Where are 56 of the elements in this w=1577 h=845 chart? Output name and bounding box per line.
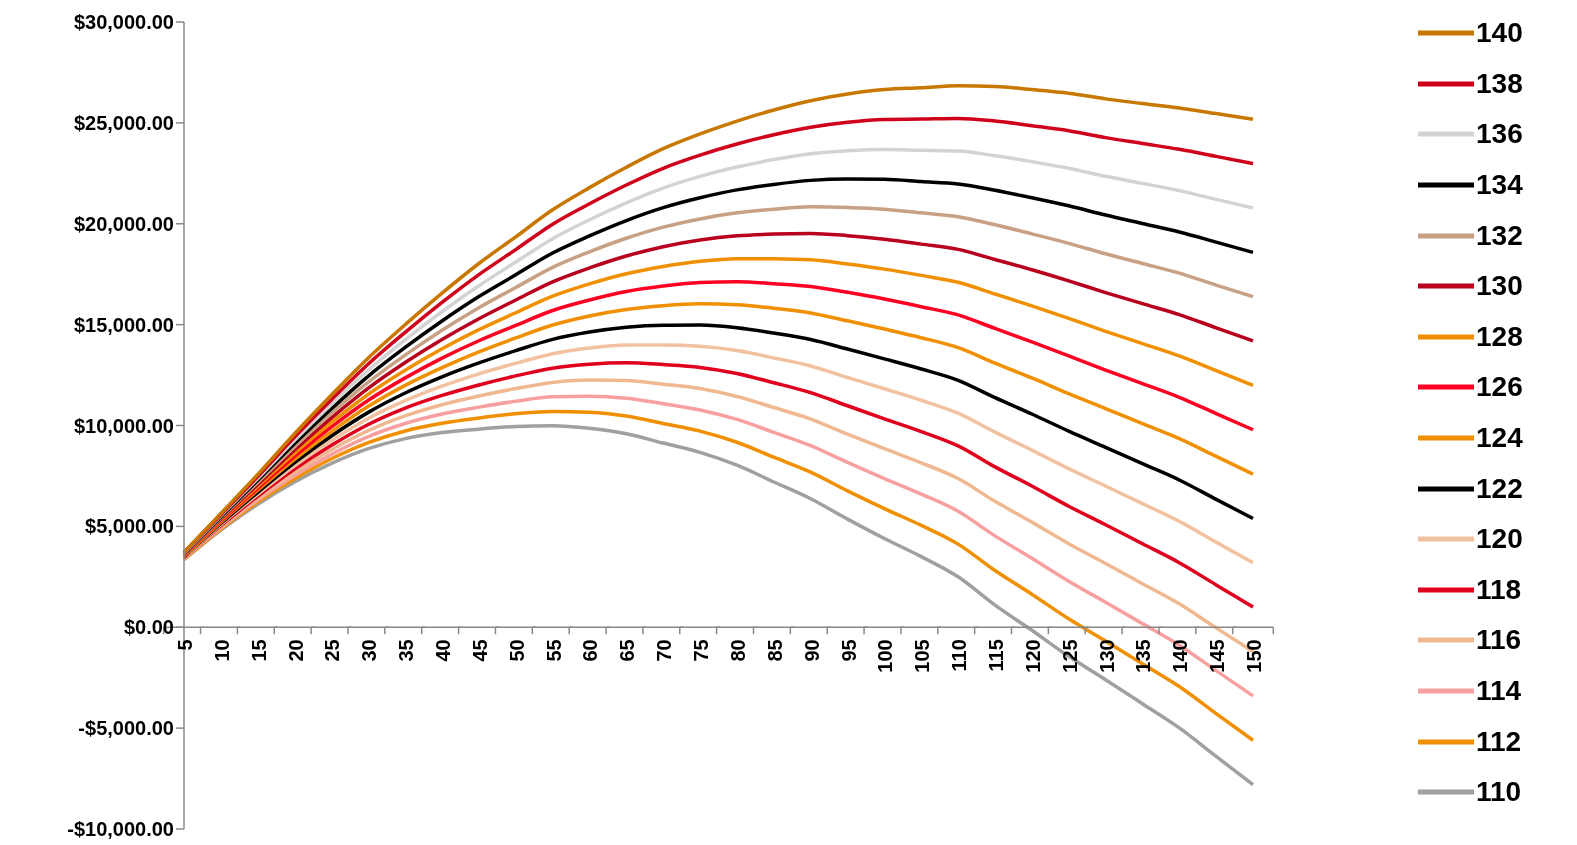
legend-label: 126 [1476,371,1523,404]
x-tick-label: 5 [174,639,196,651]
legend-label: 118 [1476,573,1522,606]
x-tick-label: 25 [321,639,344,662]
y-tick-label: $0.00 [123,616,174,639]
x-tick-label: 110 [948,639,971,672]
x-tick-label: 130 [1095,639,1118,673]
x-tick-label: 60 [579,639,602,662]
y-tick-label: -$10,000.00 [67,818,174,841]
y-tick-label: -$5,000.00 [78,717,174,740]
legend-label: 120 [1476,523,1523,556]
legend-label: 134 [1476,169,1523,202]
legend-label: 112 [1476,725,1522,758]
x-tick-label: 145 [1206,639,1229,673]
x-tick-label: 85 [763,639,786,662]
legend-label: 128 [1476,320,1523,353]
x-tick-label: 65 [616,639,639,662]
x-tick-label: 15 [247,639,270,662]
x-tick-label: 55 [542,639,565,662]
legend-label: 140 [1476,17,1523,50]
x-tick-label: 40 [432,639,455,662]
legend-label: 122 [1476,472,1523,505]
x-tick-label: 75 [690,639,713,662]
x-tick-label: 50 [505,639,528,662]
x-tick-label: 45 [468,639,491,662]
x-tick-label: 135 [1132,639,1155,673]
legend-label: 114 [1476,675,1522,708]
legend-label: 116 [1476,624,1522,657]
y-tick-label: $25,000.00 [73,111,174,134]
x-tick-label: 95 [837,639,860,662]
x-tick-label: 100 [874,639,897,673]
x-tick-label: 90 [800,639,823,662]
y-tick-label: $20,000.00 [73,212,174,235]
x-tick-label: 140 [1169,639,1192,673]
y-tick-label: $30,000.00 [73,11,174,34]
x-tick-label: 80 [726,639,749,662]
legend-label: 110 [1476,776,1522,809]
x-tick-label: 10 [210,639,233,662]
x-tick-label: 20 [284,639,307,662]
legend-label: 132 [1476,219,1523,252]
legend-label: 130 [1476,270,1523,303]
legend-label: 138 [1476,67,1523,100]
y-tick-label: $10,000.00 [73,414,174,437]
x-tick-label: 150 [1243,639,1265,673]
x-tick-label: 125 [1058,639,1081,673]
y-tick-label: $15,000.00 [73,313,174,336]
x-tick-label: 120 [1021,639,1044,673]
x-tick-label: 115 [984,639,1007,672]
y-tick-label: $5,000.00 [85,515,174,538]
x-tick-label: 105 [911,639,934,673]
x-tick-label: 30 [358,639,381,662]
x-tick-label: 35 [395,639,418,662]
line-series [182,361,1255,609]
legend-label: 124 [1476,422,1523,455]
legend-label: 136 [1476,118,1523,151]
x-tick-label: 70 [653,639,676,662]
